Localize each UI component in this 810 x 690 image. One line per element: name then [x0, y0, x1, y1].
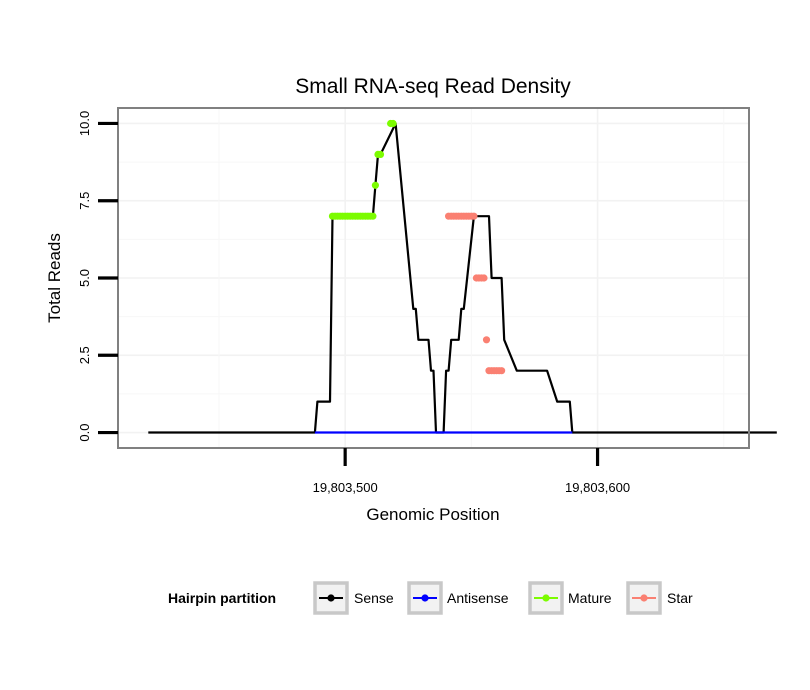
- y-tick-label: 5.0: [77, 269, 92, 287]
- grid-layer: [118, 108, 749, 448]
- axis-layer: 0.0 2.5 5.0 7.5 10.0 19,803,500 19,803,600: [77, 111, 630, 495]
- legend: Hairpin partition Sense Antisense Mature St…: [168, 581, 693, 615]
- sense-series-line: [148, 122, 777, 434]
- star-point: [498, 367, 506, 375]
- sense-legend-label: Sense: [354, 590, 394, 606]
- mature-point: [376, 150, 385, 158]
- mature-legend-label: Mature: [568, 590, 612, 606]
- y-axis-title: Total Reads: [45, 233, 64, 323]
- mature-point: [389, 119, 397, 128]
- mature-legend-point: [542, 594, 550, 602]
- y-tick-label: 2.5: [77, 346, 92, 364]
- y-tick-label: 10.0: [77, 111, 92, 136]
- star-point: [480, 274, 488, 282]
- star-point: [470, 212, 478, 220]
- x-axis-title: Genomic Position: [366, 505, 499, 524]
- chart-title: Small RNA-seq Read Density: [295, 75, 571, 98]
- x-tick-label: 19,803,600: [565, 480, 630, 495]
- antisense-legend-label: Antisense: [447, 590, 509, 606]
- mature-point: [371, 181, 379, 189]
- y-tick-label: 7.5: [77, 192, 92, 210]
- legend-title: Hairpin partition: [168, 590, 276, 606]
- sense-legend-point: [327, 594, 335, 602]
- y-tick-label: 0.0: [77, 424, 92, 442]
- star-legend-label: Star: [667, 590, 693, 606]
- mature-point: [369, 212, 377, 220]
- series-layer: [148, 119, 777, 434]
- x-tick-label: 19,803,500: [313, 480, 378, 495]
- antisense-legend-point: [421, 594, 429, 602]
- star-legend-point: [640, 594, 648, 602]
- star-point: [482, 336, 491, 344]
